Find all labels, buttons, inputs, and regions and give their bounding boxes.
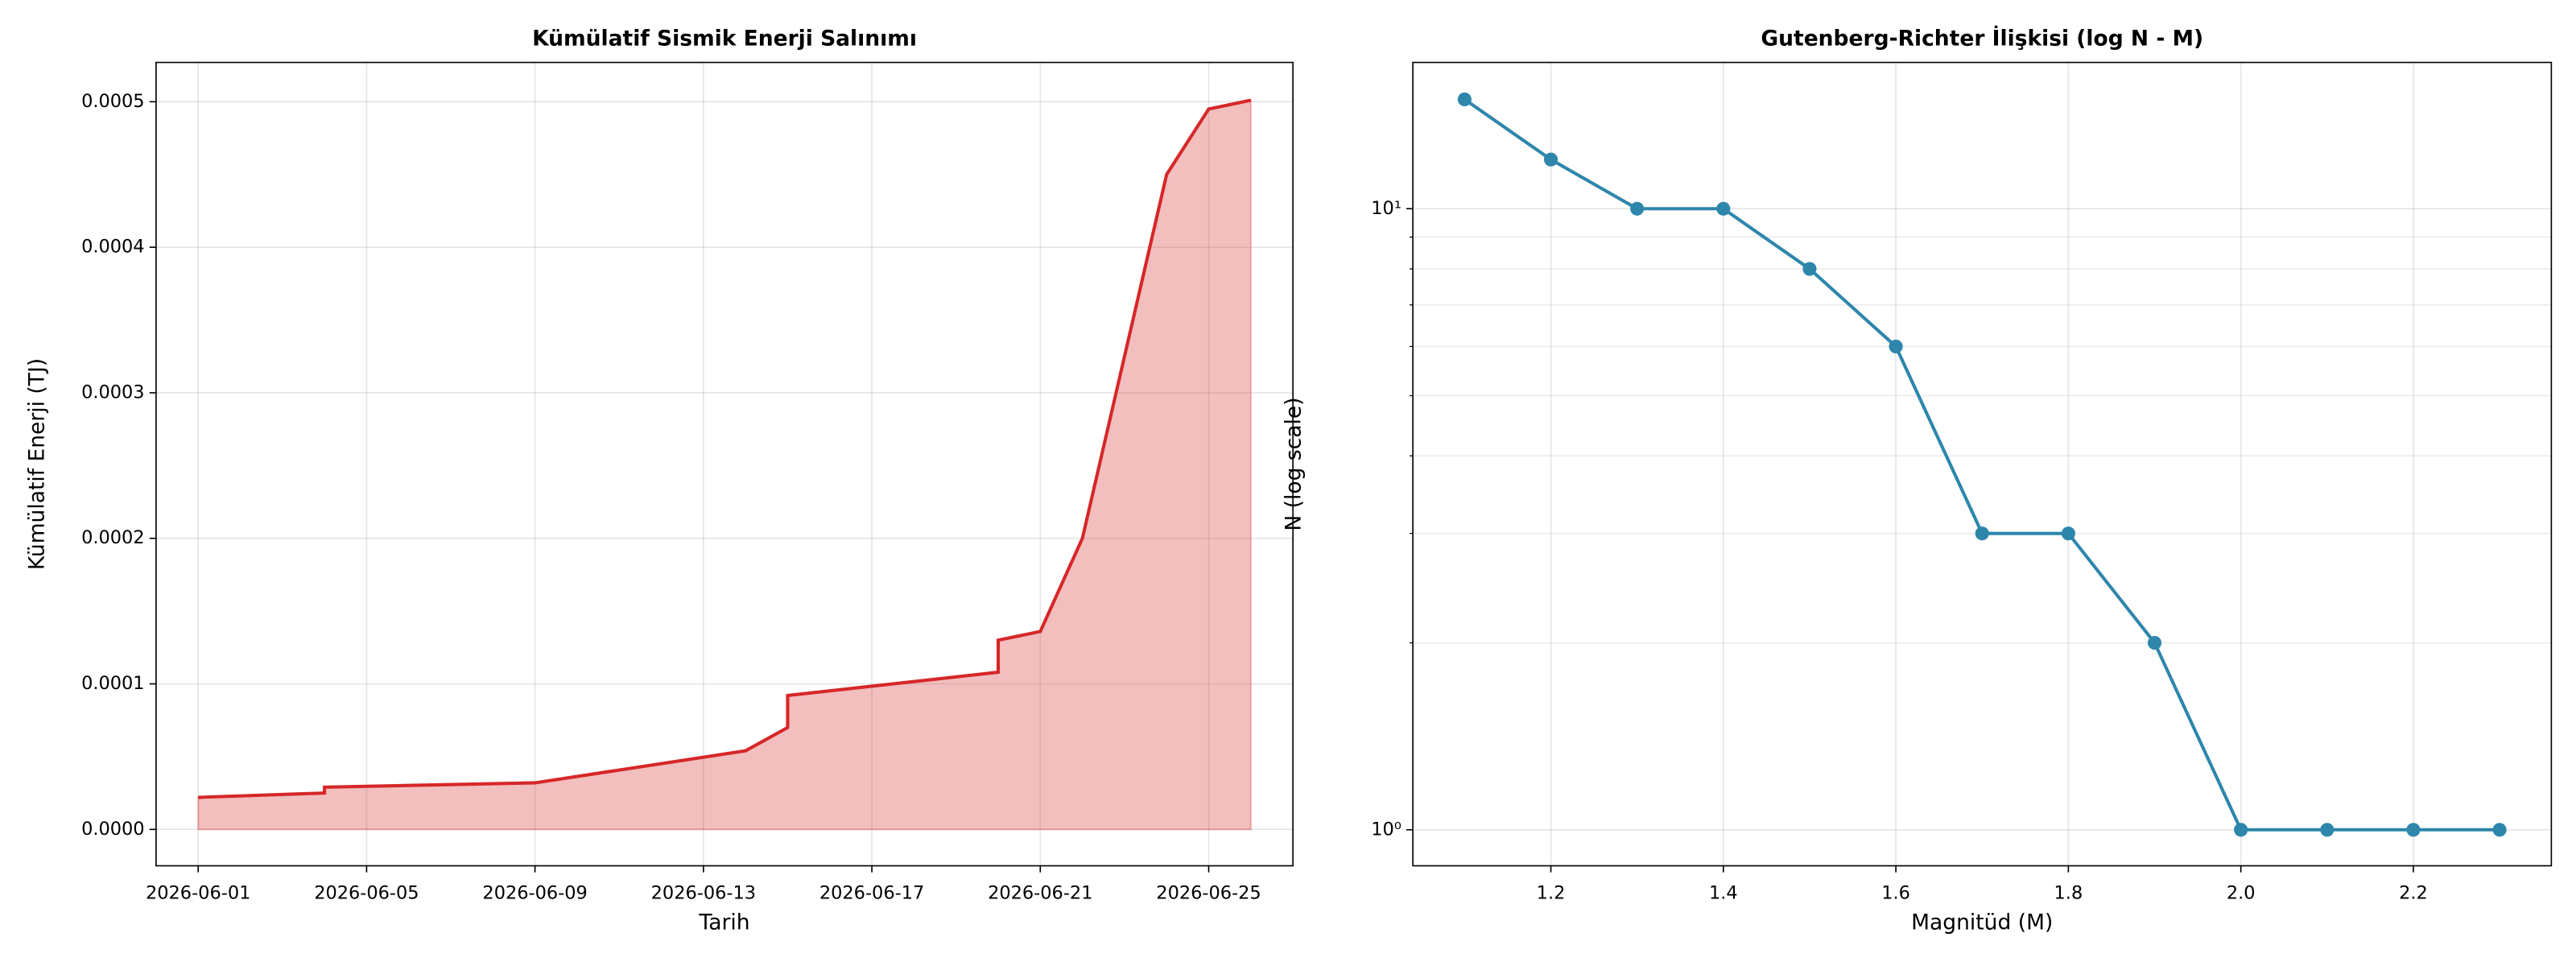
x-tick-label: 1.2 xyxy=(1537,883,1566,904)
y-axis-label: Kümülatif Enerji (TJ) xyxy=(24,358,49,570)
y-tick-label: 10⁰ xyxy=(1371,819,1402,840)
x-tick-label: 1.6 xyxy=(1881,883,1910,904)
x-tick-label: 2.2 xyxy=(2399,883,2428,904)
chart-title: Kümülatif Sismik Enerji Salınımı xyxy=(532,26,917,51)
line xyxy=(198,98,1252,799)
y-tick-label: 0.0001 xyxy=(81,673,145,694)
y-tick-label: 10¹ xyxy=(1371,198,1402,219)
point xyxy=(2492,823,2507,837)
y-tick-label: 0.0005 xyxy=(81,91,145,112)
point xyxy=(1889,339,1903,353)
point xyxy=(1457,92,1472,106)
point xyxy=(2147,635,2162,650)
x-tick-label: 1.4 xyxy=(1709,883,1738,904)
x-axis-label: Tarih xyxy=(698,910,749,935)
chart-panel: Gutenberg-Richter İlişkisi (log N - M) Ma… xyxy=(1282,25,2553,935)
chart-title: Gutenberg-Richter İlişkisi (log N - M) xyxy=(1761,25,2203,51)
point xyxy=(2061,526,2075,541)
y-tick-label: 0.0002 xyxy=(81,527,145,548)
plot-frame xyxy=(1412,61,2553,867)
x-tick-label: 2026-06-25 xyxy=(1156,883,1261,904)
x-tick-label: 2026-06-17 xyxy=(819,883,924,904)
point xyxy=(2234,823,2248,837)
x-tick-label: 2026-06-13 xyxy=(651,883,756,904)
chart-panel: Kümülatif Sismik Enerji Salınımı Tarih Küm… xyxy=(24,26,1294,935)
x-axis-label: Magnitüd (M) xyxy=(1911,910,2053,935)
point xyxy=(1802,262,1817,276)
point xyxy=(2406,823,2421,837)
y-tick-label: 0.0004 xyxy=(81,237,145,258)
point xyxy=(1975,526,1989,541)
point xyxy=(1716,201,1731,216)
x-tick-label: 2026-06-05 xyxy=(314,883,419,904)
x-tick-label: 2.0 xyxy=(2227,883,2256,904)
plot-frame xyxy=(155,61,1294,867)
y-tick-label: 0.0003 xyxy=(81,382,145,402)
x-tick-label: 2026-06-21 xyxy=(988,883,1092,904)
x-tick-label: 2026-06-01 xyxy=(146,883,250,904)
x-tick-label: 2026-06-09 xyxy=(482,883,587,904)
y-axis-label: N (log scale) xyxy=(1282,397,1307,530)
point xyxy=(1630,201,1645,216)
y-tick-label: 0.0000 xyxy=(81,819,145,840)
x-tick-label: 1.8 xyxy=(2054,883,2083,904)
point xyxy=(2320,823,2334,837)
point xyxy=(1543,152,1558,167)
